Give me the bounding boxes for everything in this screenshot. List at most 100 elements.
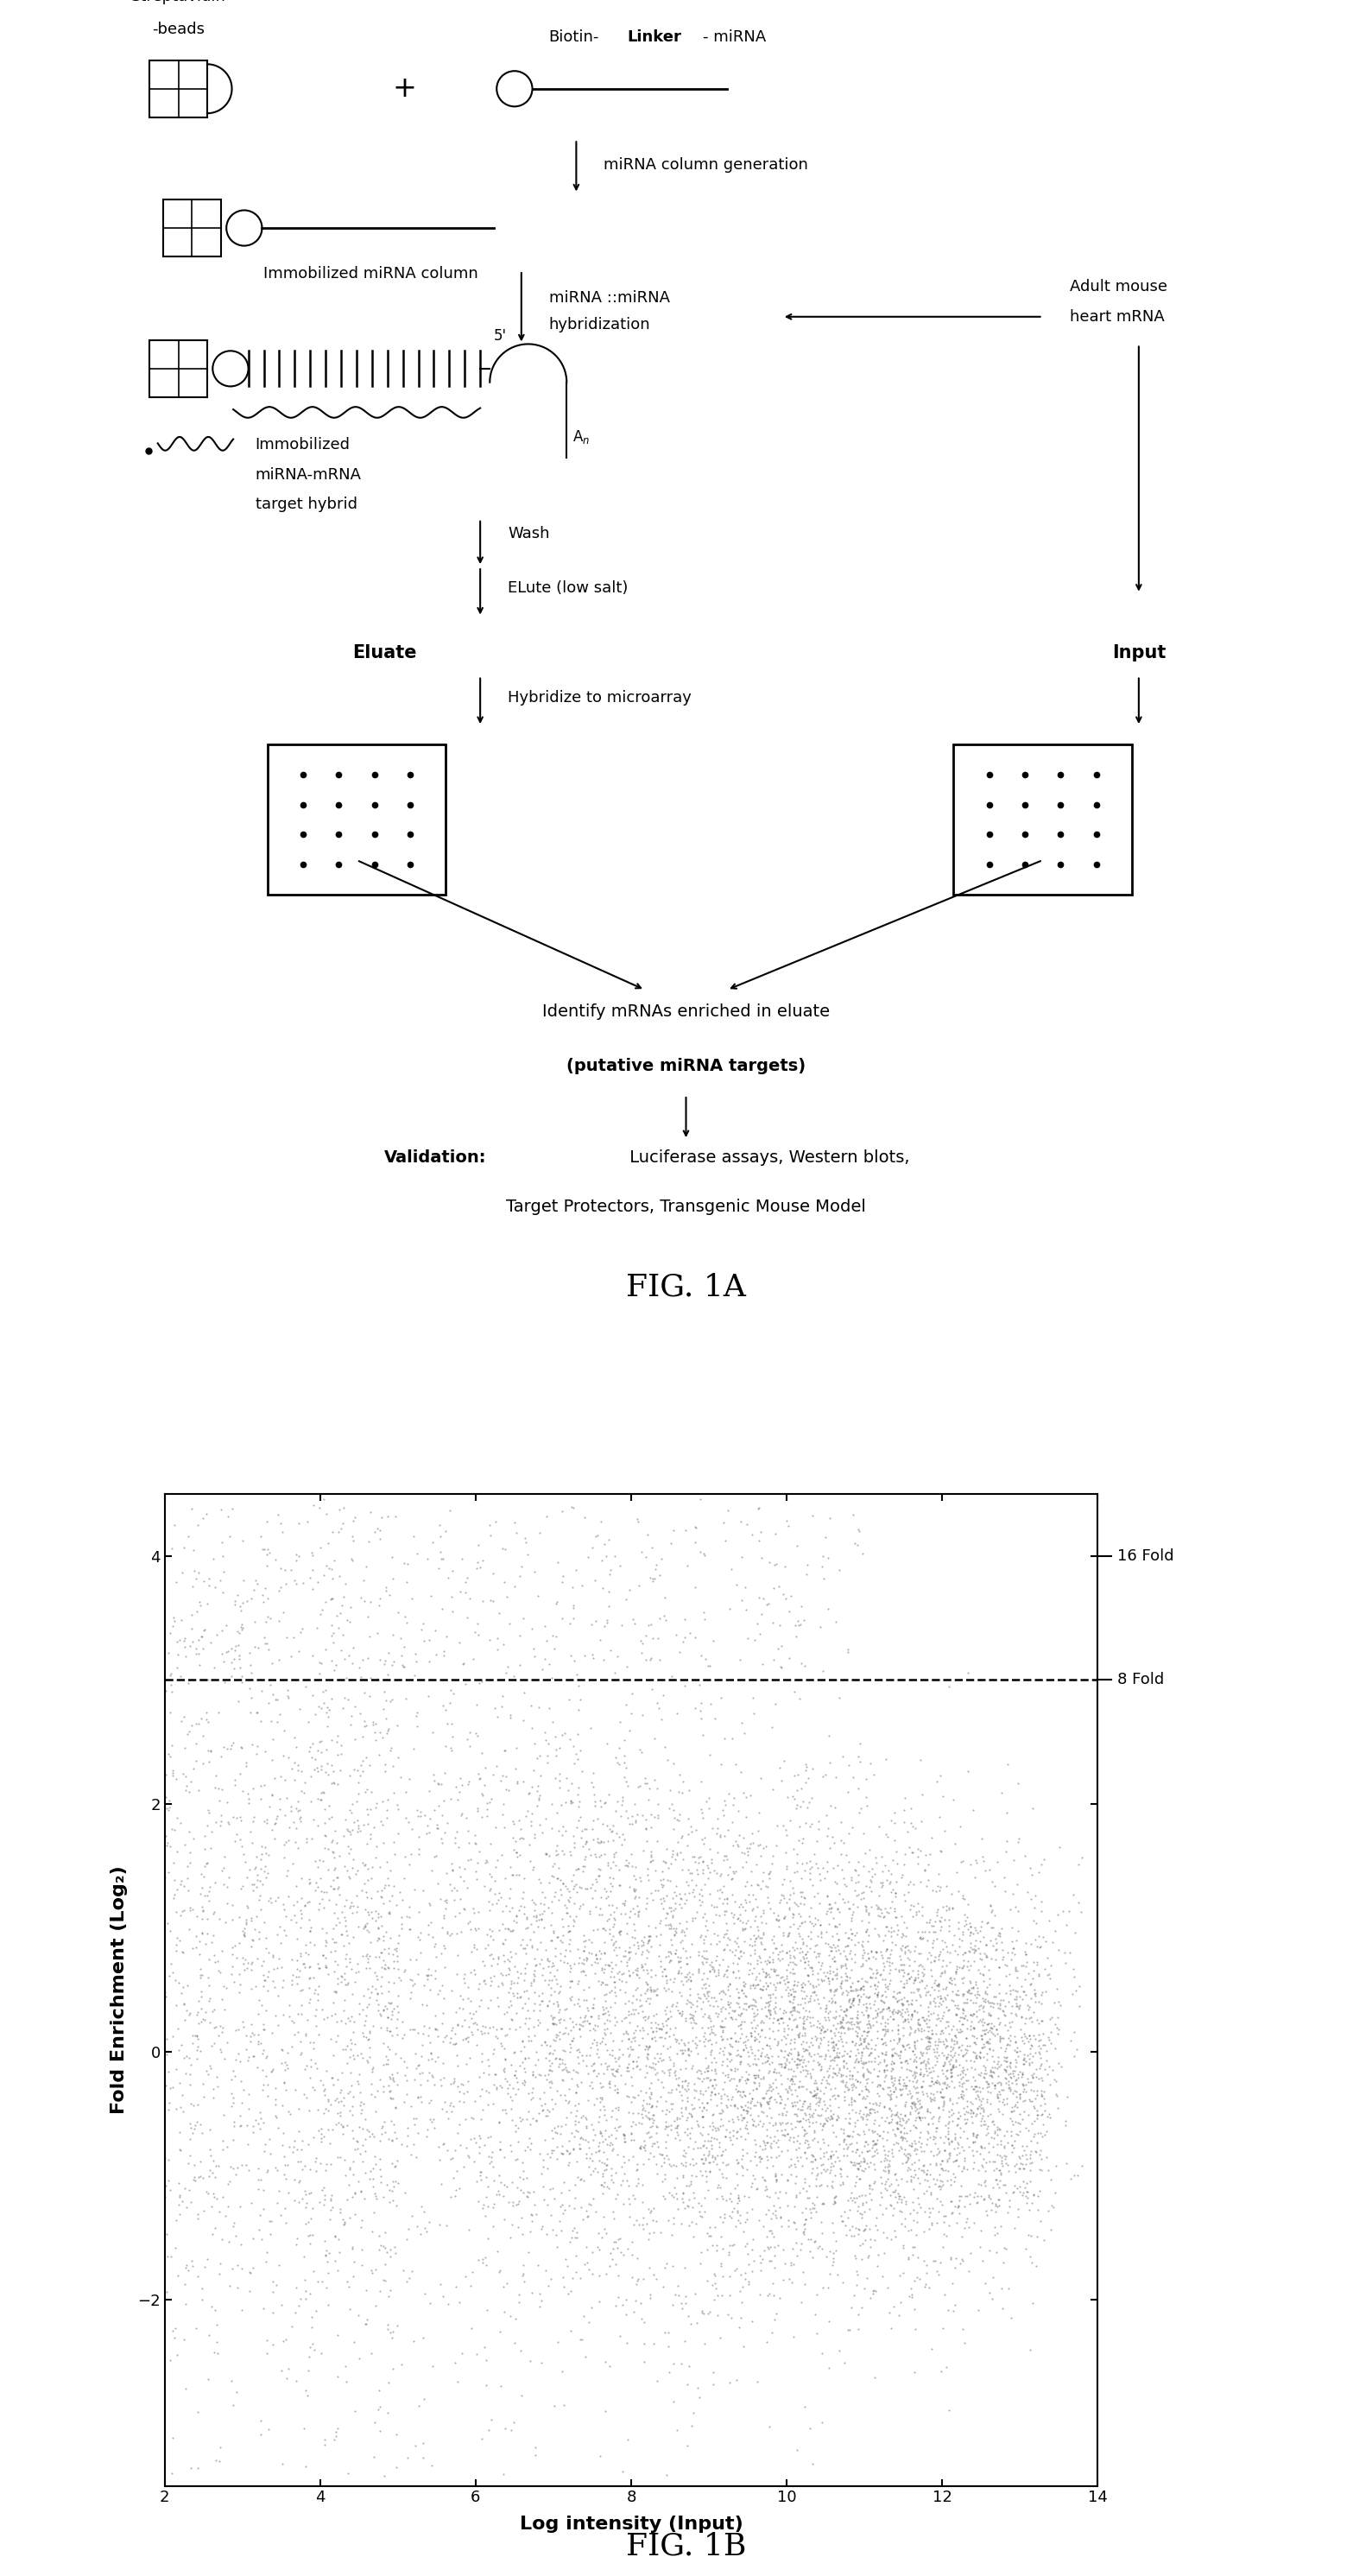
Point bbox=[676, 1958, 698, 1999]
Point bbox=[800, 1842, 822, 1883]
Point bbox=[999, 2053, 1021, 2094]
Point bbox=[342, 2110, 364, 2151]
Point bbox=[472, 1540, 494, 1582]
Point bbox=[805, 1821, 827, 1862]
Point bbox=[841, 1914, 863, 1955]
Point bbox=[454, 1963, 476, 2004]
Point bbox=[888, 2012, 910, 2053]
Point bbox=[952, 2056, 974, 2097]
Point bbox=[656, 2244, 678, 2285]
Point bbox=[785, 2128, 807, 2169]
Point bbox=[923, 1937, 945, 1978]
Point bbox=[632, 1922, 654, 1963]
Point bbox=[760, 2197, 782, 2239]
Point bbox=[247, 2169, 269, 2210]
Point bbox=[757, 1540, 779, 1582]
Point bbox=[929, 1832, 951, 1873]
Point bbox=[660, 1996, 682, 2038]
Point bbox=[600, 1893, 622, 1935]
Point bbox=[357, 1793, 379, 1834]
Point bbox=[547, 2014, 569, 2056]
Point bbox=[321, 1919, 343, 1960]
Point bbox=[871, 2032, 893, 2074]
Point bbox=[862, 2272, 884, 2313]
Point bbox=[564, 2177, 586, 2218]
Point bbox=[598, 1571, 620, 1613]
Point bbox=[996, 2038, 1018, 2079]
Point bbox=[993, 2084, 1015, 2125]
Point bbox=[572, 2295, 594, 2336]
Point bbox=[874, 1739, 896, 1780]
Point bbox=[744, 2056, 766, 2097]
Point bbox=[506, 2138, 528, 2179]
Point bbox=[996, 2112, 1018, 2154]
Point bbox=[626, 2164, 648, 2205]
Point bbox=[226, 2146, 248, 2187]
Point bbox=[487, 1937, 509, 1978]
Point bbox=[379, 2169, 401, 2210]
Point bbox=[886, 2092, 908, 2133]
Point bbox=[560, 1978, 582, 2020]
Point bbox=[859, 2277, 881, 2318]
Point bbox=[261, 2200, 283, 2241]
Point bbox=[564, 1824, 586, 1865]
Point bbox=[687, 1855, 709, 1896]
Point bbox=[904, 2012, 926, 2053]
Point bbox=[686, 2143, 708, 2184]
Point bbox=[1066, 2156, 1088, 2197]
Point bbox=[663, 1744, 685, 1785]
Point bbox=[926, 2058, 948, 2099]
Point bbox=[668, 2120, 690, 2161]
Point bbox=[632, 2128, 654, 2169]
Point bbox=[782, 1868, 804, 1909]
Point bbox=[1004, 1947, 1026, 1989]
Point bbox=[667, 2190, 689, 2231]
Point bbox=[674, 2246, 696, 2287]
Point bbox=[226, 1574, 248, 1615]
Point bbox=[386, 2117, 407, 2159]
Point bbox=[929, 2071, 951, 2112]
Point bbox=[678, 2344, 700, 2385]
Point bbox=[615, 1929, 637, 1971]
Point bbox=[213, 2094, 235, 2136]
Point bbox=[705, 2231, 727, 2272]
Point bbox=[794, 1989, 816, 2030]
Point bbox=[543, 1984, 565, 2025]
Point bbox=[442, 2063, 464, 2105]
Point bbox=[318, 2200, 340, 2241]
Point bbox=[274, 1548, 296, 1589]
Point bbox=[999, 2014, 1021, 2056]
Point bbox=[480, 1855, 502, 1896]
Point bbox=[707, 2177, 729, 2218]
Point bbox=[468, 1963, 490, 2004]
Point bbox=[664, 1932, 686, 1973]
Point bbox=[384, 2087, 406, 2128]
Point bbox=[1008, 2094, 1030, 2136]
Point bbox=[685, 1507, 707, 1548]
Point bbox=[892, 2117, 914, 2159]
Point bbox=[978, 2063, 1000, 2105]
Point bbox=[849, 2226, 871, 2267]
Point bbox=[432, 2043, 454, 2084]
Point bbox=[471, 1734, 493, 1775]
Point bbox=[978, 1994, 1000, 2035]
Point bbox=[724, 1821, 746, 1862]
Point bbox=[1002, 1986, 1024, 2027]
Point bbox=[604, 2069, 626, 2110]
Point bbox=[274, 1795, 296, 1837]
Point bbox=[960, 2045, 982, 2087]
Point bbox=[381, 2161, 403, 2202]
Point bbox=[357, 1595, 379, 1636]
Point bbox=[812, 1757, 834, 1798]
Point bbox=[635, 2050, 657, 2092]
Point bbox=[893, 2087, 915, 2128]
Point bbox=[549, 1971, 571, 2012]
Point bbox=[1032, 1971, 1054, 2012]
Point bbox=[709, 1677, 731, 1718]
Point bbox=[811, 1917, 833, 1958]
Point bbox=[779, 2030, 801, 2071]
Point bbox=[1030, 2094, 1052, 2136]
Point bbox=[834, 1883, 856, 1924]
Point bbox=[937, 2050, 959, 2092]
Point bbox=[873, 2069, 895, 2110]
